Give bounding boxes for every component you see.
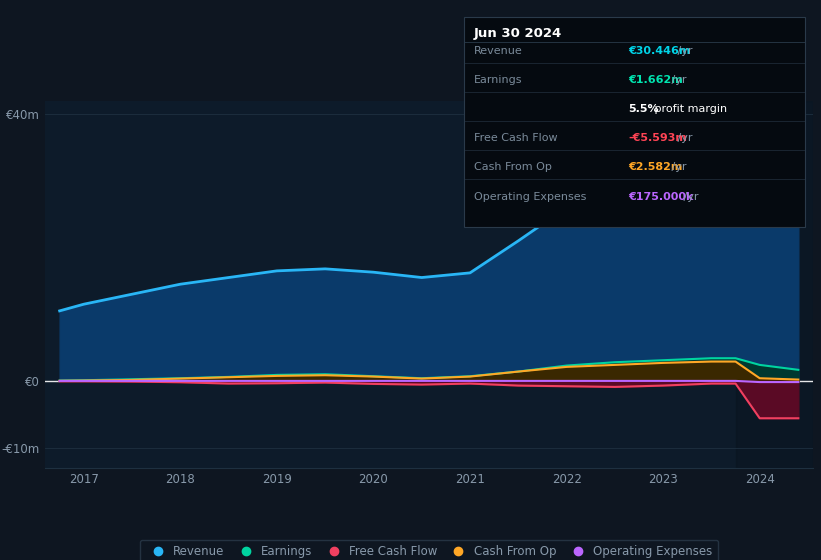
Text: /yr: /yr (674, 46, 693, 56)
Text: Operating Expenses: Operating Expenses (474, 192, 586, 202)
Text: €1.662m: €1.662m (628, 75, 683, 85)
Text: Cash From Op: Cash From Op (474, 162, 552, 172)
Text: -€5.593m: -€5.593m (628, 133, 687, 143)
Text: €175.000k: €175.000k (628, 192, 694, 202)
Text: Revenue: Revenue (474, 46, 522, 56)
Text: /yr: /yr (674, 133, 693, 143)
Text: €30.446m: €30.446m (628, 46, 690, 56)
Text: Earnings: Earnings (474, 75, 522, 85)
Text: Free Cash Flow: Free Cash Flow (474, 133, 557, 143)
Text: /yr: /yr (680, 192, 699, 202)
Bar (736, 101, 813, 468)
Text: Jun 30 2024: Jun 30 2024 (474, 27, 562, 40)
Text: profit margin: profit margin (651, 104, 727, 114)
Text: €2.582m: €2.582m (628, 162, 682, 172)
Text: /yr: /yr (668, 75, 687, 85)
Text: /yr: /yr (668, 162, 687, 172)
Legend: Revenue, Earnings, Free Cash Flow, Cash From Op, Operating Expenses: Revenue, Earnings, Free Cash Flow, Cash … (140, 540, 718, 560)
Text: 5.5%: 5.5% (628, 104, 658, 114)
